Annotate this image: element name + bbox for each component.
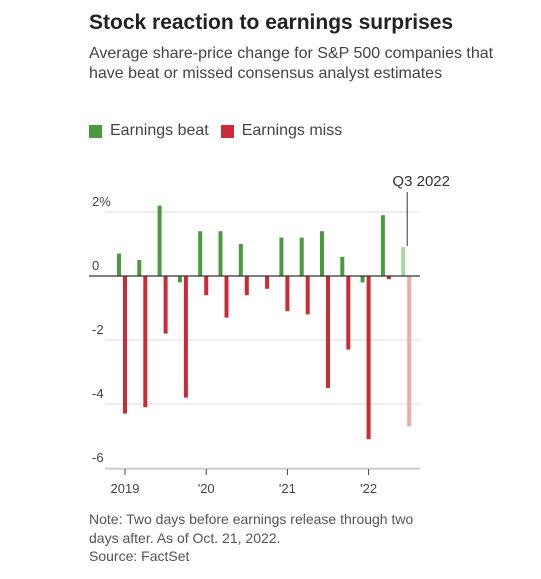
chart-subtitle: Average share-price change for S&P 500 c… — [89, 45, 494, 82]
y-tick-label-2: -2 — [92, 322, 104, 337]
legend-item-miss: Earnings miss — [220, 122, 343, 140]
legend: Earnings beat Earnings miss — [89, 122, 354, 140]
miss-bar-12 — [366, 276, 371, 440]
chart-note: Note: Two days before earnings release t… — [89, 511, 414, 546]
legend-label-beat: Earnings beat — [110, 122, 209, 139]
beat-bar-4 — [198, 231, 203, 276]
bar-chart: 2% 0 -2 -4 -6 2019 '20 '21 '22 Q3 2022 — [89, 173, 450, 496]
beat-bar-12 — [360, 276, 365, 283]
miss-bar-9 — [305, 276, 310, 315]
beat-bar-9 — [299, 237, 304, 276]
legend-label-miss: Earnings miss — [241, 122, 343, 139]
y-tick-label-3: -4 — [92, 386, 104, 401]
beat-bar-5 — [218, 231, 223, 276]
beat-bar-1 — [137, 260, 142, 276]
x-tick-label-1: '20 — [198, 481, 215, 496]
miss-bar-5 — [224, 276, 229, 318]
annotation-label: Q3 2022 — [392, 173, 450, 190]
miss-bar-6 — [244, 276, 249, 296]
miss-bar-1 — [143, 276, 148, 408]
beat-bar-14 — [401, 247, 406, 276]
miss-bar-3 — [183, 276, 188, 398]
miss-bar-10 — [326, 276, 330, 388]
beat-bar-2 — [157, 205, 162, 276]
beat-bar-0 — [117, 253, 121, 276]
legend-item-beat: Earnings beat — [89, 122, 209, 140]
beat-bar-13 — [380, 215, 385, 276]
legend-swatch-beat — [89, 124, 102, 138]
beat-bar-3 — [177, 276, 182, 283]
y-tick-label-0: 2% — [92, 194, 111, 209]
beat-bar-8 — [279, 237, 284, 276]
beat-bar-11 — [340, 256, 345, 276]
y-tick-label-4: -6 — [92, 450, 104, 465]
chart-source: Source: FactSet — [89, 548, 190, 564]
miss-bar-13 — [386, 276, 391, 280]
x-tick-label-3: '22 — [360, 481, 377, 496]
x-tick-label-2: '21 — [279, 481, 296, 496]
miss-bar-7 — [265, 276, 270, 289]
miss-bar-2 — [163, 276, 168, 334]
beat-bar-6 — [238, 244, 243, 276]
miss-bar-4 — [204, 276, 209, 296]
beat-bar-10 — [320, 231, 324, 276]
x-tick-label-0: 2019 — [111, 481, 140, 496]
y-tick-label-1: 0 — [92, 258, 99, 273]
miss-bar-0 — [123, 276, 127, 414]
miss-bar-11 — [346, 276, 351, 350]
chart-title: Stock reaction to earnings surprises — [89, 11, 454, 34]
miss-bar-14 — [407, 276, 412, 427]
legend-swatch-miss — [220, 124, 234, 138]
miss-bar-8 — [285, 276, 290, 312]
